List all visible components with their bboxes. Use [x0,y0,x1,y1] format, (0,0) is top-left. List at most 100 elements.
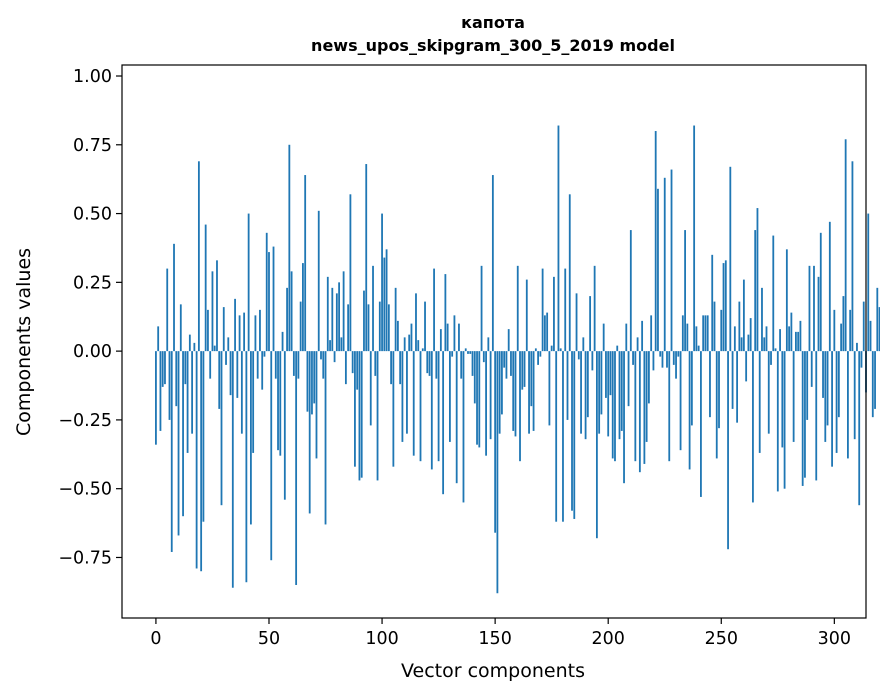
bar-115 [415,293,417,352]
bar-275 [776,351,779,492]
bar-149 [491,175,494,352]
bar-274 [774,348,777,352]
bar-225 [663,177,666,352]
bar-226 [666,351,668,368]
bar-235 [686,323,689,352]
bar-248 [715,351,718,459]
bar-287 [804,351,806,478]
bar-290 [810,351,813,387]
bar-144 [480,265,483,352]
bar-53 [274,351,277,379]
bar-247 [713,301,716,352]
bar-42 [249,351,252,525]
bar-5 [166,268,169,352]
bar-207 [623,351,625,484]
bar-131 [451,351,454,357]
bar-94 [367,304,370,352]
bar-138 [467,351,469,354]
bar-187 [577,351,580,360]
bar-81 [338,282,340,352]
bar-300 [833,309,836,352]
bar-195 [595,351,598,539]
bar-10 [177,351,180,536]
x-tick-label-3: 150 [478,629,511,649]
bar-39 [243,312,246,352]
bar-46 [259,309,261,352]
bar-140 [471,351,474,376]
bar-52 [272,246,275,352]
bar-70 [313,351,316,404]
y-tick-label-7: −0.75 [58,548,112,568]
bar-182 [566,351,569,420]
bar-143 [478,351,481,448]
bar-116 [417,340,420,352]
bar-265 [754,230,757,352]
bar-35 [234,298,236,352]
bar-68 [308,351,311,514]
x-tick-label-4: 200 [591,629,624,649]
bar-280 [788,326,791,352]
bar-97 [374,351,377,376]
bar-252 [724,260,727,352]
bar-49 [265,232,268,352]
bar-185 [573,351,576,519]
bar-297 [826,351,829,426]
bar-117 [419,351,422,462]
bar-296 [824,351,827,442]
bar-145 [482,351,485,363]
bar-222 [657,188,659,352]
bar-181 [564,268,567,352]
bar-251 [722,263,725,352]
bar-92 [363,290,365,352]
bar-238 [693,125,696,352]
bar-162 [521,351,524,390]
bar-171 [541,268,544,352]
bar-292 [815,351,818,481]
bar-11 [179,304,182,352]
bar-128 [444,274,447,352]
bar-215 [641,320,644,352]
bar-260 [742,279,745,352]
bar-59 [288,144,291,352]
bar-120 [426,351,429,374]
bar-150 [494,351,497,533]
bar-112 [408,334,411,352]
bar-74 [322,351,325,379]
bar-103 [387,304,390,352]
bar-273 [772,235,775,352]
bar-254 [729,166,732,352]
bar-256 [733,326,736,352]
bar-135 [460,351,463,379]
bar-284 [797,331,800,352]
x-tick-label-0: 0 [150,629,161,649]
bar-193 [591,351,594,371]
bar-113 [410,323,413,352]
bar-307 [849,309,852,352]
bar-24 [209,351,212,379]
bar-60 [290,271,293,352]
bar-283 [794,331,797,352]
bar-132 [453,315,456,352]
bar-29 [220,351,223,506]
bar-129 [446,323,449,352]
chart-title: капота [461,13,525,32]
bar-263 [749,318,752,352]
bar-246 [711,254,714,352]
bar-159 [514,351,517,437]
bar-88 [354,351,356,467]
bar-169 [537,351,540,365]
bar-236 [688,351,691,470]
bar-83 [342,271,345,352]
bar-31 [225,351,227,365]
bar-45 [256,351,259,379]
bar-318 [874,351,876,409]
bar-197 [600,351,603,415]
bar-253 [727,351,729,550]
bar-198 [602,323,605,352]
bar-19 [197,161,200,352]
bar-277 [781,351,784,448]
bar-167 [532,351,535,431]
bar-90 [358,351,361,481]
bar-228 [670,169,673,352]
